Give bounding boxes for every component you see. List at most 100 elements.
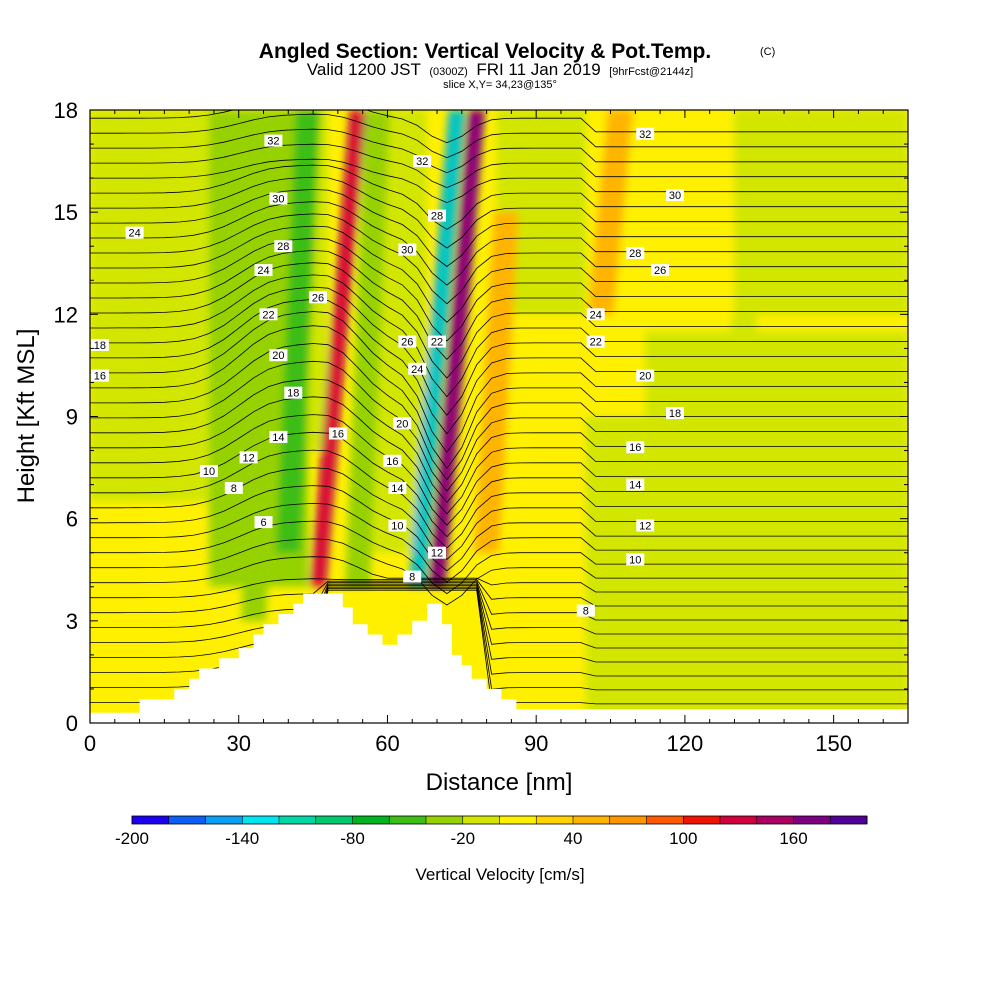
contour-label-box xyxy=(428,209,446,222)
colorbar-tick-label: -20 xyxy=(450,829,475,848)
contour-label: 16 xyxy=(626,441,645,454)
x-tick-label: 120 xyxy=(667,731,704,756)
isentrope-line xyxy=(90,164,908,230)
contour-label-text: 16 xyxy=(332,429,344,441)
contour-label: 12 xyxy=(239,451,258,464)
isentrope-line xyxy=(90,286,908,416)
contour-label-text: 22 xyxy=(262,309,274,321)
contour-label: 14 xyxy=(388,482,407,495)
subtitle-date: FRI 11 Jan 2019 xyxy=(476,60,600,79)
contour-label-box xyxy=(398,335,417,348)
x-tick-label: 90 xyxy=(524,731,548,756)
contour-label-box xyxy=(626,553,645,566)
field-region xyxy=(734,110,908,315)
plot-area: 32 30 28 24 22 20 18 14 12 10 8 6 26 16 24 18 16 32 28 30 26… xyxy=(90,110,908,723)
isentrope-line xyxy=(90,128,908,174)
colorbar-swatch xyxy=(830,816,868,824)
isentrope-line xyxy=(90,378,908,504)
contour-label-box xyxy=(428,335,446,348)
contour-label: 22 xyxy=(428,335,446,349)
isentrope-line xyxy=(90,360,908,492)
contour-label: 28 xyxy=(274,240,293,253)
colorbar-tick-label: -140 xyxy=(225,829,259,848)
y-tick-label: 0 xyxy=(66,711,78,736)
contour-label-box xyxy=(254,264,273,277)
contour-label-box xyxy=(403,570,422,583)
velocity-band xyxy=(811,348,856,723)
contour-label-text: 16 xyxy=(94,371,106,383)
y-tick-label: 6 xyxy=(66,507,78,532)
contour-label: 10 xyxy=(626,553,645,567)
isentrope-line xyxy=(90,583,908,649)
contour-label-text: 22 xyxy=(431,337,443,349)
contour-label-box xyxy=(125,226,144,239)
field-region xyxy=(585,416,646,723)
x-tick-label: 30 xyxy=(226,731,250,756)
contour-label-box xyxy=(90,339,109,351)
contour-label-box xyxy=(428,546,446,559)
contour-label: 6 xyxy=(254,516,273,529)
contour-label-box xyxy=(666,189,684,202)
isentrope-line xyxy=(90,298,908,435)
contour-label-box xyxy=(309,291,327,304)
contour-label-text: 8 xyxy=(231,483,237,495)
contour-label: 28 xyxy=(428,209,446,223)
contour-label-box xyxy=(651,264,670,277)
colorbar-swatch xyxy=(352,816,390,824)
colorbar-swatch xyxy=(499,816,537,824)
contour-label-text: 24 xyxy=(590,309,602,321)
y-tick-label: 18 xyxy=(54,98,78,123)
vertical-velocity-field xyxy=(90,110,908,723)
colorbar-swatch xyxy=(389,816,427,824)
isentrope-line xyxy=(90,237,908,342)
contour-label: 22 xyxy=(259,308,278,321)
x-tick-label: 0 xyxy=(84,731,96,756)
contour-label: 26 xyxy=(398,335,417,349)
colorbar-ticks: -200 -140 -80 -20 40 100 160 xyxy=(115,829,808,848)
isentrope-line xyxy=(90,143,908,189)
contour-label-text: 14 xyxy=(391,483,403,495)
isentrope-line xyxy=(90,414,908,526)
contour-label: 12 xyxy=(636,519,655,533)
colorbar-swatch xyxy=(683,816,721,824)
contour-label: 20 xyxy=(269,349,288,362)
colorbar-swatch xyxy=(536,816,574,824)
contour-label-box xyxy=(576,604,595,617)
colorbar-swatch xyxy=(609,816,647,824)
contour-label-text: 18 xyxy=(287,388,299,400)
contour-label-text: 16 xyxy=(386,456,398,468)
contour-label-text: 30 xyxy=(401,245,413,257)
contour-label-box xyxy=(264,134,283,147)
isentrope-line xyxy=(90,189,908,268)
contour-label-box xyxy=(626,478,645,491)
colorbar-tick-label: 160 xyxy=(779,829,807,848)
subtitle-forecast: [9hrFcst@2144z] xyxy=(609,66,693,78)
contour-label-text: 24 xyxy=(128,228,140,240)
contour-label-box xyxy=(388,519,407,532)
contour-label: 32 xyxy=(413,155,432,168)
contour-label-text: 28 xyxy=(431,211,443,223)
contour-label: 16 xyxy=(328,427,347,441)
isentrope-line xyxy=(90,250,908,360)
x-tick-label: 60 xyxy=(375,731,399,756)
contour-label: 18 xyxy=(666,407,684,420)
x-axis-label: Distance [nm] xyxy=(426,769,573,796)
isentrope-line xyxy=(90,538,908,606)
chart-title: Angled Section: Vertical Velocity & Pot.… xyxy=(259,40,711,63)
contour-label: 24 xyxy=(125,226,144,240)
contour-label-text: 10 xyxy=(203,466,215,478)
isentrope-line xyxy=(90,396,908,515)
contour-label-box xyxy=(586,308,605,321)
slice-text: slice X,Y= 34,23@135° xyxy=(443,79,557,91)
contour-label-box xyxy=(383,454,402,467)
contour-label-box xyxy=(586,335,605,348)
contour-label-box xyxy=(388,482,407,494)
isentrope-line xyxy=(90,449,908,549)
colorbar-label: Vertical Velocity [cm/s] xyxy=(415,865,584,884)
isentrope-line xyxy=(90,343,908,481)
contour-label-text: 24 xyxy=(257,265,269,277)
y-tick-label: 15 xyxy=(54,200,78,225)
y-tick-label: 12 xyxy=(54,302,78,327)
contour-label: 24 xyxy=(408,362,427,376)
